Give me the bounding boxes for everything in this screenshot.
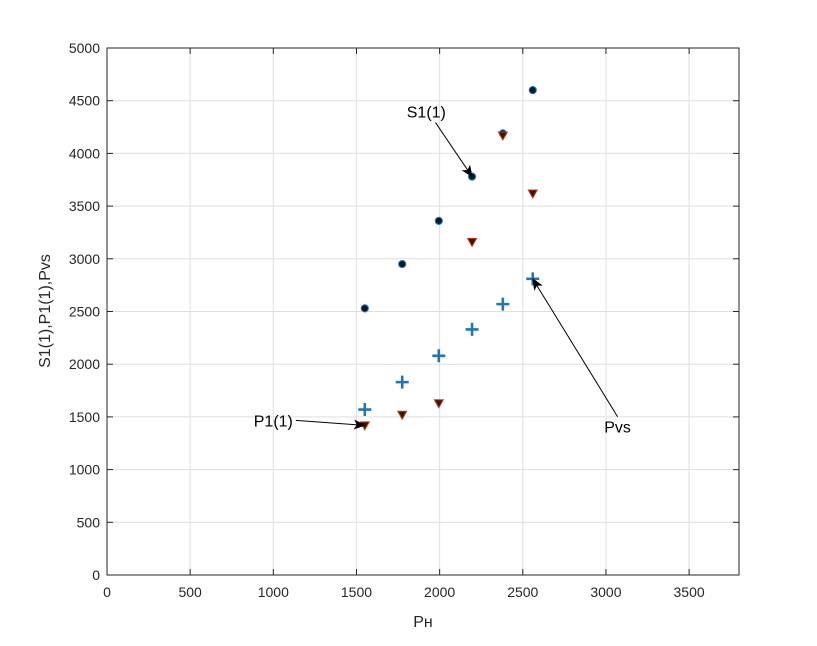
point-pvs	[432, 349, 446, 363]
series-pvs	[358, 272, 540, 417]
annotations: S1(1) P1(1) Pvs	[254, 105, 631, 437]
x-tick-label: 3000	[590, 584, 621, 600]
y-tick-label: 3000	[69, 251, 100, 267]
x-tick-label: 3500	[674, 584, 705, 600]
point-pvs	[358, 403, 372, 417]
annotation-arrow	[295, 419, 366, 430]
annotation-arrow	[532, 277, 619, 417]
point-pvs	[465, 322, 479, 336]
y-tick-label: 1000	[69, 462, 100, 478]
point-s1	[434, 216, 443, 225]
x-tick-label: 0	[103, 584, 111, 600]
y-tick-label: 2000	[69, 356, 100, 372]
x-tick-label: 1500	[341, 584, 372, 600]
annotation-label: S1(1)	[407, 105, 446, 122]
tick-labels: 0 500 1000 1500 2000 2500 3000 3500 0 500 1000 1500…	[69, 40, 739, 600]
y-tick-label: 4000	[69, 145, 100, 161]
x-axis-label: Pн	[413, 614, 433, 631]
point-p1	[527, 189, 539, 199]
y-tick-label: 1500	[69, 409, 100, 425]
y-tick-label: 5000	[69, 40, 100, 56]
y-tick-label: 0	[92, 567, 100, 583]
point-pvs	[395, 375, 409, 389]
annotation-arrow	[435, 122, 473, 178]
y-tick-label: 4500	[69, 93, 100, 109]
x-tick-label: 500	[178, 584, 202, 600]
point-p1	[396, 410, 408, 421]
data-points	[358, 86, 540, 431]
x-tick-label: 2000	[424, 584, 455, 600]
y-tick-label: 3500	[69, 198, 100, 214]
point-s1	[528, 86, 537, 95]
point-p1	[497, 131, 509, 142]
point-pvs	[496, 297, 510, 311]
point-s1	[398, 259, 407, 269]
y-tick-label: 500	[77, 514, 101, 530]
annotation-label: Pvs	[604, 420, 631, 437]
point-p1	[433, 399, 445, 409]
y-tick-label: 2500	[69, 304, 100, 320]
plot-frame	[106, 47, 740, 576]
annotation-label: P1(1)	[254, 413, 293, 430]
y-axis-label: S1(1),P1(1),Pvs	[37, 254, 54, 368]
x-tick-label: 1000	[258, 584, 289, 600]
point-p1	[466, 237, 478, 248]
point-s1	[360, 304, 369, 313]
x-tick-label: 2500	[507, 584, 538, 600]
